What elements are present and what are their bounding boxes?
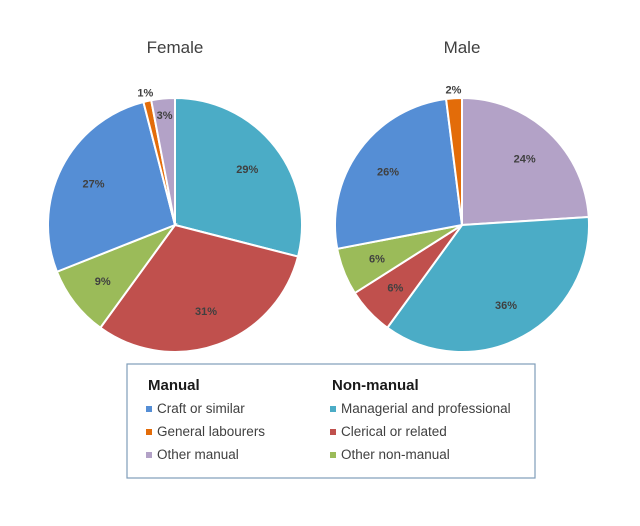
legend-box <box>126 363 536 479</box>
legend-item-label: Managerial and professional <box>341 401 511 416</box>
legend-swatch <box>146 429 152 435</box>
legend-swatch <box>330 429 336 435</box>
data-label-craft-or-similar: 26% <box>377 166 399 178</box>
data-label-managerial-and-professional: 29% <box>236 164 258 176</box>
legend-item-label: Craft or similar <box>157 401 245 416</box>
legend-swatch <box>146 452 152 458</box>
pie-slice-craft-or-similar <box>334 97 464 250</box>
data-label-other-non-manual: 9% <box>95 276 111 288</box>
legend-item-label: Clerical or related <box>341 424 447 439</box>
data-label-general-labourers: 2% <box>446 84 462 96</box>
pie-slice-managerial-and-professional <box>174 96 303 258</box>
data-label-general-labourers: 1% <box>137 87 153 99</box>
female-pie: 29% 31% 9% 27% 1% 3% <box>47 87 303 353</box>
data-label-managerial-and-professional: 36% <box>495 300 517 312</box>
data-label-craft-or-similar: 27% <box>83 178 105 190</box>
pie-slice-other-manual <box>150 96 176 226</box>
data-label-clerical-or-related: 6% <box>387 283 403 295</box>
data-label-other-manual: 3% <box>157 110 173 122</box>
data-label-other-non-manual: 6% <box>369 254 385 266</box>
legend: Manual Craft or similar General labourers O… <box>146 377 511 462</box>
pie-slice-clerical-or-related <box>98 223 300 353</box>
pie-slice-other-manual <box>461 96 590 227</box>
female-chart-title: Female <box>147 38 204 57</box>
pie-slice-craft-or-similar <box>47 100 177 274</box>
pie-slice-managerial-and-professional <box>385 215 590 353</box>
male-chart-title: Male <box>444 38 481 57</box>
male-pie: 24% 36% 6% 6% 26% 2% <box>334 84 590 353</box>
legend-heading: Manual <box>148 377 200 394</box>
legend-item-label: Other non-manual <box>341 447 450 462</box>
legend-swatch <box>146 406 152 412</box>
pie-slice-general-labourers <box>444 96 463 226</box>
legend-item-label: Other manual <box>157 447 239 462</box>
legend-swatch <box>330 452 336 458</box>
data-label-other-manual: 24% <box>514 153 536 165</box>
legend-heading: Non-manual <box>332 377 419 394</box>
legend-swatch <box>330 406 336 412</box>
data-label-clerical-or-related: 31% <box>195 306 217 318</box>
legend-item-label: General labourers <box>157 424 265 439</box>
